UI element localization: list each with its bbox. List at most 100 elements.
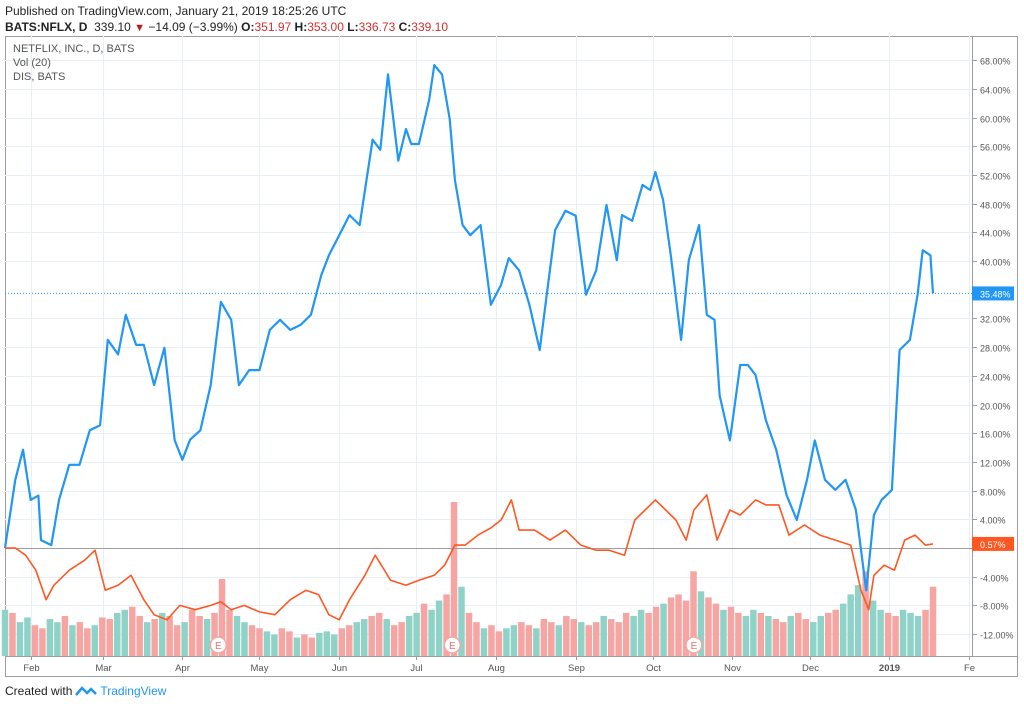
volume-bar: [151, 619, 158, 656]
volume-bar: [720, 609, 727, 656]
grid: [5, 36, 972, 656]
volume-bar: [390, 625, 398, 656]
volume-bar: [293, 637, 301, 656]
volume-bar: [256, 628, 263, 656]
y-tick-label: 56.00%: [980, 143, 1011, 153]
volume-bar: [428, 609, 435, 656]
last-value-label: 0.57%: [980, 540, 1006, 550]
volume-bar: [705, 597, 712, 656]
volume-bar: [24, 617, 31, 656]
legend-volume: Vol (20): [13, 57, 51, 69]
low-value: 336.73: [358, 20, 396, 34]
y-tick-label: 52.00%: [980, 172, 1011, 182]
volume-bar: [196, 615, 203, 656]
volume-bar: [757, 612, 765, 656]
x-tick-label: Aug: [488, 663, 505, 674]
tradingview-link[interactable]: TradingView: [100, 684, 167, 698]
volume-bar: [241, 622, 248, 656]
volume-bar: [622, 612, 630, 656]
volume-bar: [158, 612, 166, 656]
y-tick-label: 60.00%: [980, 115, 1011, 125]
volume-bar: [585, 625, 592, 656]
down-triangle-icon: ▼: [134, 22, 146, 34]
y-tick-label: -8.00%: [980, 602, 1009, 612]
legend: NETFLIX, INC., D, BATS Vol (20) DIS, BAT…: [13, 43, 134, 83]
high-value: 353.00: [307, 20, 344, 34]
low-label: L:: [347, 20, 359, 34]
price-axis[interactable]: 68.00% 64.00% 60.00% 56.00% 52.00% 48.00% 44.0…: [972, 57, 1014, 641]
volume-bar: [510, 625, 518, 656]
volume-bar: [84, 628, 91, 656]
volume-bar: [346, 625, 353, 656]
earnings-marker[interactable]: [685, 636, 703, 654]
volume-bar: [690, 571, 697, 656]
volume-bar: [607, 619, 615, 656]
volume-bar: [922, 609, 929, 656]
volume-bar: [218, 579, 226, 656]
chart-frame: [5, 36, 1018, 677]
volume-bar: [188, 609, 196, 656]
volume-bar: [488, 625, 495, 656]
x-tick-label: Mar: [95, 663, 111, 674]
volume-bar: [824, 612, 832, 656]
open-label: O:: [241, 20, 255, 34]
price-change: −14.09 (−3.99%): [148, 20, 238, 34]
earnings-marker[interactable]: [443, 636, 462, 654]
y-tick-label: 24.00%: [980, 373, 1011, 383]
x-tick-label: Dec: [802, 663, 819, 674]
high-label: H:: [294, 20, 308, 34]
footer: Created with TradingView: [5, 684, 166, 698]
volume-bar: [555, 625, 563, 656]
volume-bar: [645, 612, 652, 656]
volume-bar: [869, 600, 877, 656]
volume-bar: [750, 609, 757, 656]
symbol: BATS:NFLX, D: [5, 20, 88, 34]
volume-bar: [248, 625, 256, 656]
created-with-label: Created with: [5, 684, 73, 698]
volume-bar: [563, 615, 570, 656]
volume-bar: [405, 615, 413, 656]
volume-bars: [1, 502, 937, 656]
time-axis[interactable]: Feb Mar Apr May Jun Jul Aug Sep Oct Nov Dec 2019 Fe: [23, 656, 975, 674]
volume-bar: [106, 619, 114, 656]
volume-bar: [458, 586, 465, 656]
volume-bar: [892, 615, 899, 656]
tradingview-logo-icon: [75, 686, 98, 696]
volume-bar: [473, 622, 480, 656]
x-tick-label: Oct: [646, 663, 661, 674]
volume-bar: [854, 585, 862, 656]
y-tick-label: 68.00%: [980, 57, 1011, 67]
volume-bar: [899, 609, 907, 656]
volume-bar: [413, 612, 420, 656]
volume-bar: [832, 609, 839, 656]
series-line-nflx: [3, 63, 935, 592]
volume-bar: [592, 622, 600, 656]
volume-bar: [76, 622, 84, 656]
volume-bar: [233, 615, 241, 656]
volume-bar: [525, 625, 533, 656]
volume-bar: [907, 612, 914, 656]
volume-bar: [450, 502, 458, 656]
volume-bar: [914, 615, 922, 656]
volume-bar: [16, 622, 24, 656]
volume-bar: [615, 622, 622, 656]
volume-bar: [637, 609, 645, 656]
volume-bar: [121, 609, 128, 656]
volume-bar: [61, 615, 69, 656]
volume-bar: [503, 628, 510, 656]
volume-bar: [802, 619, 810, 656]
volume-bar: [263, 631, 271, 656]
x-tick-label: Jul: [410, 663, 422, 674]
last-price: 339.10: [94, 20, 131, 34]
close-label: C:: [398, 20, 412, 34]
volume-bar: [630, 615, 637, 656]
volume-bar: [114, 612, 121, 656]
volume-bar: [368, 615, 375, 656]
volume-bar: [578, 622, 585, 656]
earnings-marker[interactable]: [209, 636, 228, 654]
published-line: Published on TradingView.com, January 21…: [5, 4, 347, 18]
volume-bar: [211, 612, 218, 656]
volume-bar: [495, 631, 503, 656]
